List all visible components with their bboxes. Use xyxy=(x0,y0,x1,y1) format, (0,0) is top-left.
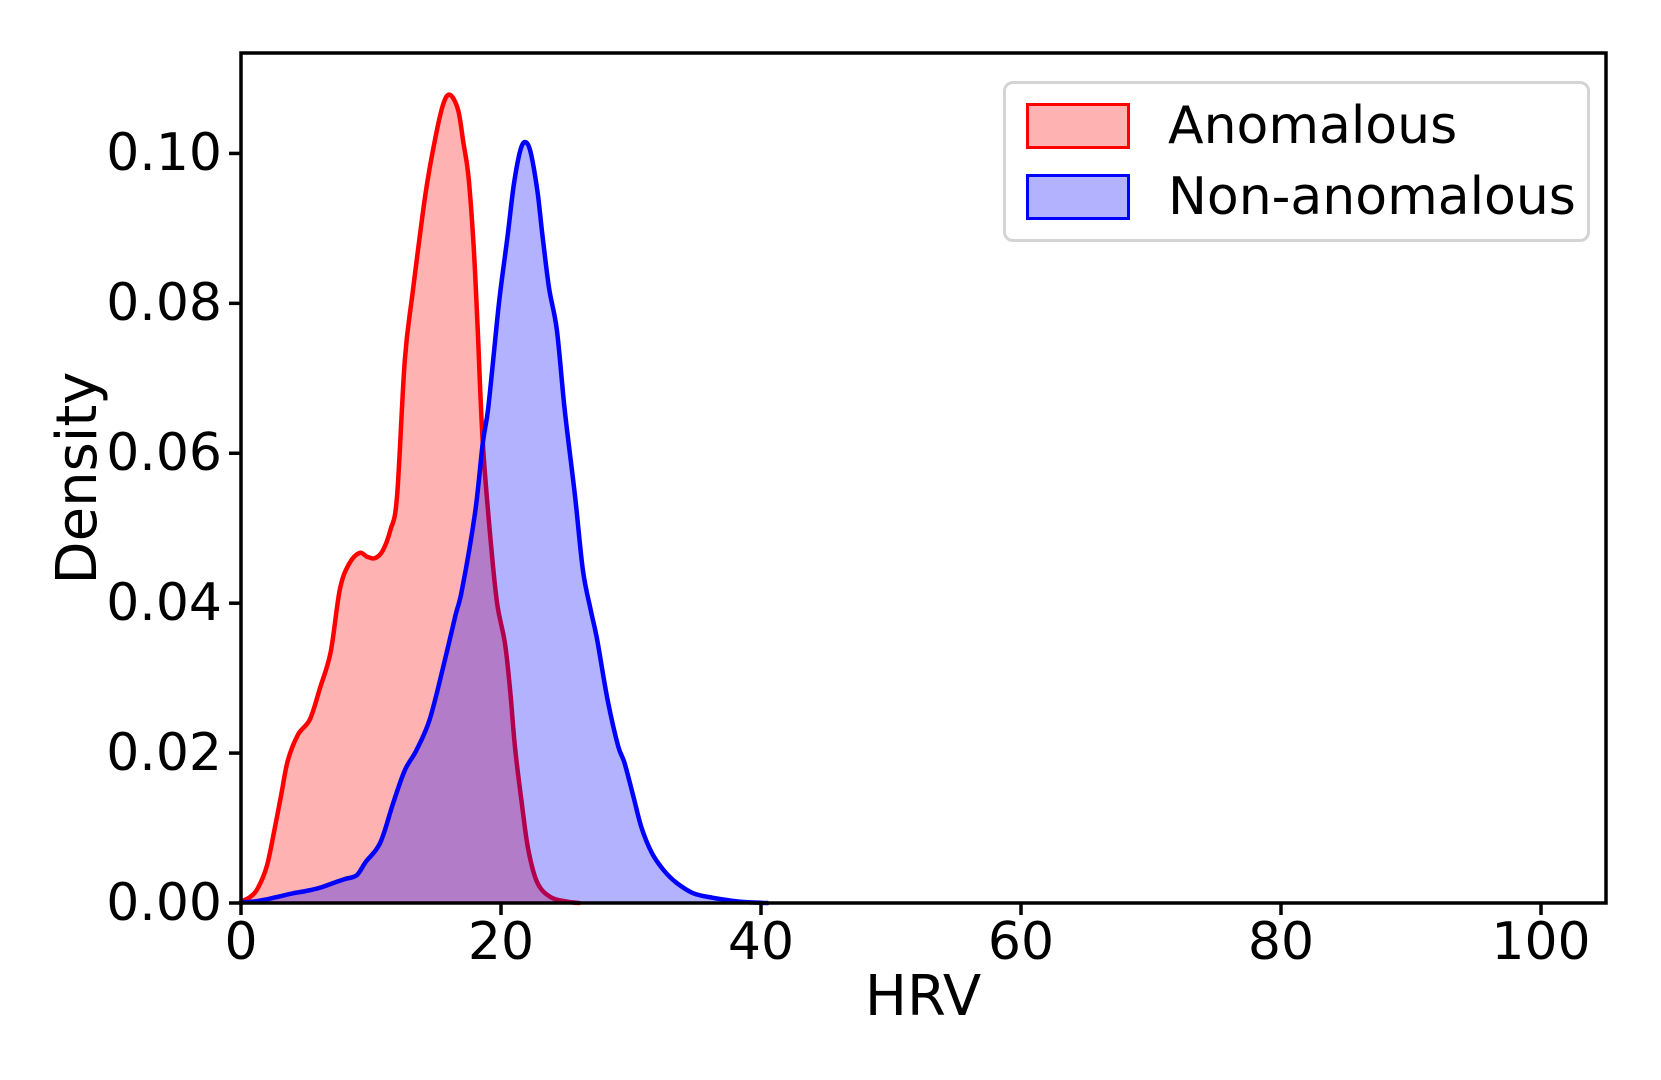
kde-line-non-anomalous xyxy=(238,139,770,906)
legend-item-non-anomalous: Non-anomalous xyxy=(1026,165,1576,229)
x-tick-label: 40 xyxy=(727,912,795,972)
axes-frame xyxy=(239,51,1608,905)
y-tick-label: 0.08 xyxy=(106,273,222,334)
kde-line-anomalous xyxy=(238,92,582,906)
kde-fill-non-anomalous xyxy=(241,142,768,903)
legend-item-anomalous: Anomalous xyxy=(1026,94,1567,158)
x-tick-label: 20 xyxy=(467,912,535,972)
y-tick-label: 0.02 xyxy=(106,723,222,784)
y-tick-label: 0.04 xyxy=(106,573,222,634)
legend: Anomalous Non-anomalous xyxy=(1003,81,1590,242)
x-tick-label: 0 xyxy=(224,912,258,972)
y-tick-label: 0.06 xyxy=(106,423,222,484)
legend-swatch-non-anomalous xyxy=(1026,174,1130,220)
legend-label-non-anomalous: Non-anomalous xyxy=(1168,167,1576,227)
kde-fill-anomalous xyxy=(241,94,579,903)
x-tick-label: 100 xyxy=(1491,912,1591,972)
y-tick-label: 0.00 xyxy=(106,873,222,933)
x-axis-label: HRV xyxy=(864,964,982,1029)
x-tick-label: 80 xyxy=(1247,912,1315,972)
y-tick-label: 0.10 xyxy=(106,123,222,184)
x-tick-label: 60 xyxy=(987,912,1055,972)
legend-label-anomalous: Anomalous xyxy=(1168,96,1458,156)
legend-swatch-anomalous xyxy=(1026,103,1130,149)
